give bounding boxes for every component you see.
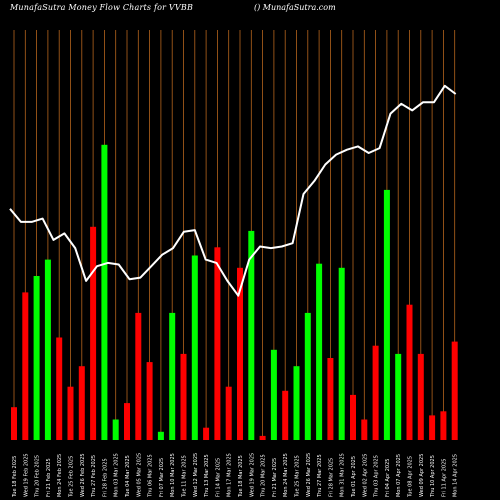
x-tick-label: Fri 28 Feb 2025	[102, 458, 108, 497]
money-flow-bar	[101, 144, 108, 441]
money-flow-bar	[259, 435, 266, 440]
x-tick-label: Thu 20 Feb 2025	[35, 455, 41, 498]
x-tick-label: Mon 17 Mar 2025	[227, 453, 233, 497]
money-flow-bar	[440, 411, 447, 440]
x-tick-label: Thu 13 Mar 2025	[204, 454, 210, 498]
x-tick-label: Mon 10 Mar 2025	[170, 453, 176, 497]
money-flow-bar	[169, 312, 176, 440]
money-flow-bar	[395, 353, 402, 440]
money-flow-bar	[293, 366, 300, 440]
x-tick-label: Tue 18 Feb 2025	[12, 456, 18, 498]
x-tick-label: Tue 08 Apr 2025	[408, 456, 414, 498]
money-flow-bar	[350, 394, 356, 440]
x-tick-label: Thu 27 Feb 2025	[91, 455, 97, 498]
x-tick-label: Fri 28 Mar 2025	[328, 458, 334, 497]
x-tick-label: Fri 21 Mar 2025	[272, 458, 278, 497]
x-tick-label: Mon 14 Apr 2025	[453, 454, 459, 497]
money-flow-bar	[270, 349, 277, 440]
money-flow-bar	[304, 312, 311, 440]
money-flow-bar	[451, 341, 458, 440]
money-flow-bar	[33, 276, 40, 440]
x-tick-label: Wed 09 Apr 2025	[419, 454, 425, 497]
x-tick-label: Mon 24 Feb 2025	[57, 454, 63, 497]
x-tick-label: Wed 19 Mar 2025	[249, 453, 255, 497]
x-tick-label: Tue 18 Mar 2025	[238, 455, 244, 498]
watermark-text: () MunafaSutra.com	[254, 3, 336, 12]
money-flow-bar	[180, 353, 187, 440]
price-line-series	[9, 84, 457, 297]
x-tick-label: Wed 05 Mar 2025	[136, 453, 142, 497]
money-flow-bar	[383, 189, 390, 440]
x-tick-label: Fri 14 Mar 2025	[215, 458, 221, 497]
x-tick-label: Thu 20 Mar 2025	[261, 454, 267, 498]
x-tick-label: Tue 25 Feb 2025	[69, 456, 75, 498]
x-tick-label: Fri 04 Apr 2025	[385, 459, 391, 497]
money-flow-bar	[237, 267, 243, 440]
money-flow-bar	[56, 337, 63, 440]
x-tick-label: Tue 01 Apr 2025	[351, 456, 357, 498]
money-flow-bar	[112, 419, 119, 440]
x-tick-label: Wed 26 Feb 2025	[80, 453, 86, 497]
x-tick-label: Wed 19 Feb 2025	[23, 453, 29, 497]
x-tick-label: Fri 07 Mar 2025	[159, 458, 165, 497]
money-flow-bars	[11, 144, 458, 441]
x-tick-label: Mon 31 Mar 2025	[340, 453, 346, 497]
money-flow-bar	[316, 263, 323, 440]
x-axis-tick-labels: Tue 18 Feb 2025 Wed 19 Feb 2025 Thu 20 Feb…	[12, 453, 459, 498]
money-flow-bar	[11, 407, 17, 440]
money-flow-bar	[417, 353, 424, 440]
money-flow-bar	[67, 386, 74, 440]
money-flow-bar	[90, 226, 97, 440]
money-flow-bar	[327, 358, 334, 440]
money-flow-bar	[282, 390, 289, 440]
x-tick-label: Thu 03 Apr 2025	[374, 455, 380, 498]
x-tick-label: Fri 11 Apr 2025	[441, 459, 447, 497]
x-tick-label: Fri 21 Feb 2025	[46, 458, 52, 497]
money-flow-bar	[203, 427, 210, 440]
money-flow-bar	[338, 267, 345, 440]
x-tick-label: Mon 03 Mar 2025	[114, 453, 120, 497]
money-flow-bar	[191, 255, 198, 440]
x-tick-label: Tue 11 Mar 2025	[182, 455, 188, 498]
x-tick-label: Tue 04 Mar 2025	[125, 455, 131, 498]
x-tick-label: Mon 07 Apr 2025	[396, 454, 402, 497]
money-flow-bar	[78, 366, 85, 440]
money-flow-bar	[22, 292, 29, 440]
x-tick-label: Wed 26 Mar 2025	[306, 453, 312, 497]
chart-title: MunafaSutra Money Flow Charts for VVBB	[10, 3, 194, 12]
money-flow-bar	[135, 312, 142, 440]
money-flow-bar	[429, 415, 436, 440]
money-flow-bar	[124, 403, 130, 440]
money-flow-bar	[361, 419, 368, 440]
x-tick-label: Thu 06 Mar 2025	[148, 454, 154, 498]
money-flow-bar	[225, 386, 232, 440]
money-flow-bar	[372, 345, 379, 440]
x-tick-label: Mon 24 Mar 2025	[283, 453, 289, 497]
money-flow-bar	[146, 362, 153, 440]
x-tick-label: Thu 27 Mar 2025	[317, 454, 323, 498]
money-flow-bar	[157, 431, 164, 440]
x-tick-label: Tue 25 Mar 2025	[295, 455, 301, 498]
x-tick-label: Wed 12 Mar 2025	[193, 453, 199, 497]
money-flow-bar	[248, 230, 255, 440]
money-flow-bar	[214, 247, 221, 440]
x-tick-label: Wed 02 Apr 2025	[362, 454, 368, 497]
money-flow-bar	[406, 304, 413, 440]
price-line	[9, 84, 457, 297]
money-flow-bar	[44, 259, 51, 440]
x-tick-label: Thu 10 Apr 2025	[430, 455, 436, 498]
